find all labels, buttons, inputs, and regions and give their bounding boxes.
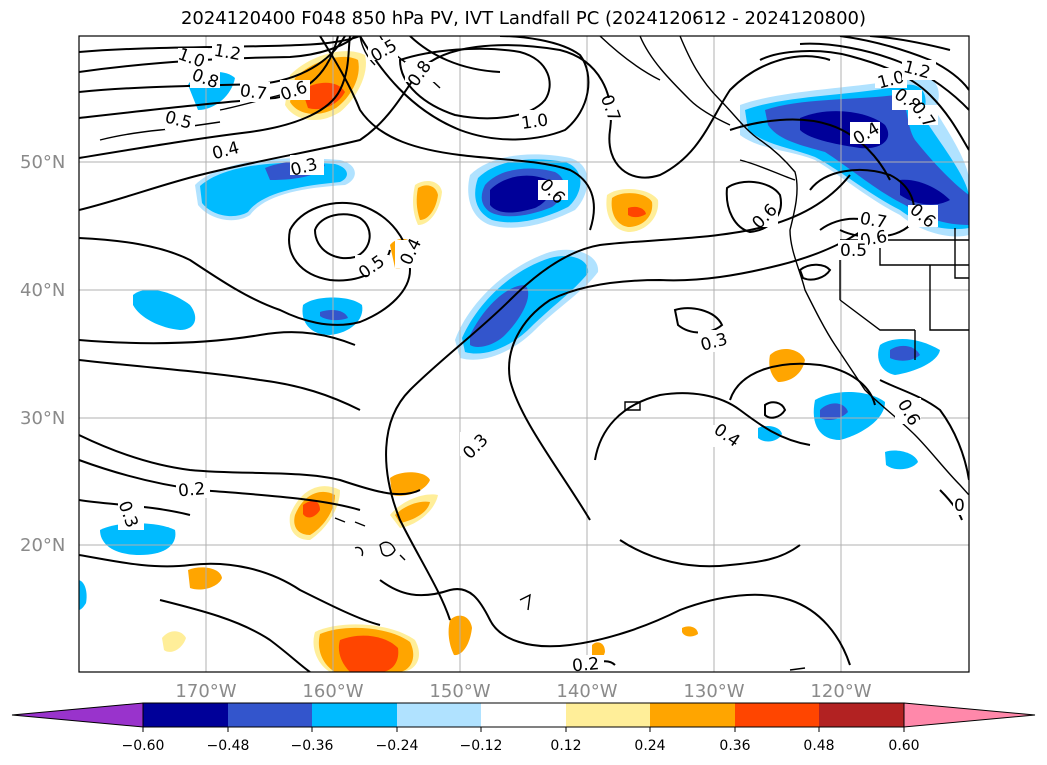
latitude-labels: 50°N 40°N 30°N 20°N: [20, 152, 65, 556]
lat-label: 30°N: [20, 408, 65, 429]
colorbar-tick-label: −0.60: [122, 738, 165, 754]
colorbar-segment: [819, 703, 904, 727]
colorbar-tick-label: 0.60: [888, 738, 919, 754]
lon-label: 120°W: [810, 681, 871, 702]
colorbar-tick-label: −0.48: [207, 738, 250, 754]
lon-label: 160°W: [302, 681, 363, 702]
lon-label: 140°W: [556, 681, 617, 702]
pv-contours: [79, 36, 969, 672]
longitude-labels: 170°W 160°W 150°W 140°W 130°W 120°W: [175, 681, 871, 702]
coastlines: [99, 36, 969, 671]
colorbar-tick-label: 0.36: [719, 738, 750, 754]
colorbar-segment: [397, 703, 481, 727]
lat-label: 40°N: [20, 280, 65, 301]
colorbar-tick-label: 0.12: [550, 738, 581, 754]
map-title: 2024120400 F048 850 hPa PV, IVT Landfall…: [180, 8, 867, 29]
colorbar-segment: [650, 703, 735, 727]
colorbar-tick-label: −0.12: [460, 738, 503, 754]
colorbar-segment: [566, 703, 650, 727]
lon-label: 150°W: [429, 681, 490, 702]
svg-text:0.7: 0.7: [239, 81, 269, 105]
map-frame: [78, 35, 970, 673]
colorbar-extend-low: [11, 702, 144, 728]
svg-text:0.5: 0.5: [840, 241, 867, 261]
svg-text:0: 0: [954, 496, 965, 516]
colorbar: −0.60 −0.48 −0.36 −0.24 −0.12 0.12 0.24 …: [11, 702, 1036, 754]
colorbar-segment: [735, 703, 819, 727]
colorbar-segment: [143, 703, 228, 727]
colorbar-tick-label: 0.24: [634, 738, 665, 754]
svg-text:0.2: 0.2: [177, 479, 206, 501]
lat-label: 20°N: [20, 535, 65, 556]
colorbar-tick-label: −0.36: [291, 738, 334, 754]
colorbar-segment: [481, 703, 566, 727]
contour-labels: 1.2 1.0 0.8 0.7 0.5 0.6 0.5 0.8 1.0 0.7 …: [114, 36, 969, 676]
colorbar-tick-label: 0.48: [803, 738, 834, 754]
lon-label: 170°W: [175, 681, 236, 702]
svg-text:0.2: 0.2: [571, 654, 600, 676]
lat-label: 50°N: [20, 152, 65, 173]
svg-text:1.2: 1.2: [212, 41, 242, 65]
gridlines: [79, 36, 969, 672]
svg-text:1.0: 1.0: [520, 110, 550, 134]
colorbar-extend-high: [903, 702, 1036, 728]
colorbar-tick-label: −0.24: [376, 738, 419, 754]
lon-label: 130°W: [683, 681, 744, 702]
colorbar-segment: [312, 703, 397, 727]
colorbar-segment: [228, 703, 312, 727]
